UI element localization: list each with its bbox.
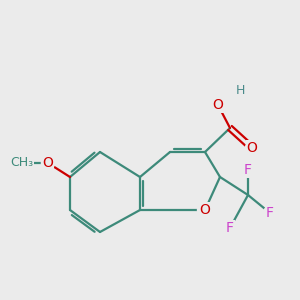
Circle shape — [224, 221, 237, 235]
Text: H: H — [235, 83, 245, 97]
Circle shape — [41, 156, 55, 170]
Text: O: O — [247, 141, 257, 155]
Circle shape — [242, 164, 255, 177]
Circle shape — [211, 98, 225, 112]
Text: O: O — [200, 203, 210, 217]
Text: F: F — [226, 221, 234, 235]
Text: O: O — [43, 156, 53, 170]
Circle shape — [245, 141, 259, 154]
Text: CH₃: CH₃ — [11, 157, 34, 169]
Circle shape — [197, 202, 212, 217]
Text: O: O — [213, 98, 224, 112]
Text: F: F — [244, 163, 252, 177]
Circle shape — [263, 206, 277, 220]
Text: F: F — [266, 206, 274, 220]
